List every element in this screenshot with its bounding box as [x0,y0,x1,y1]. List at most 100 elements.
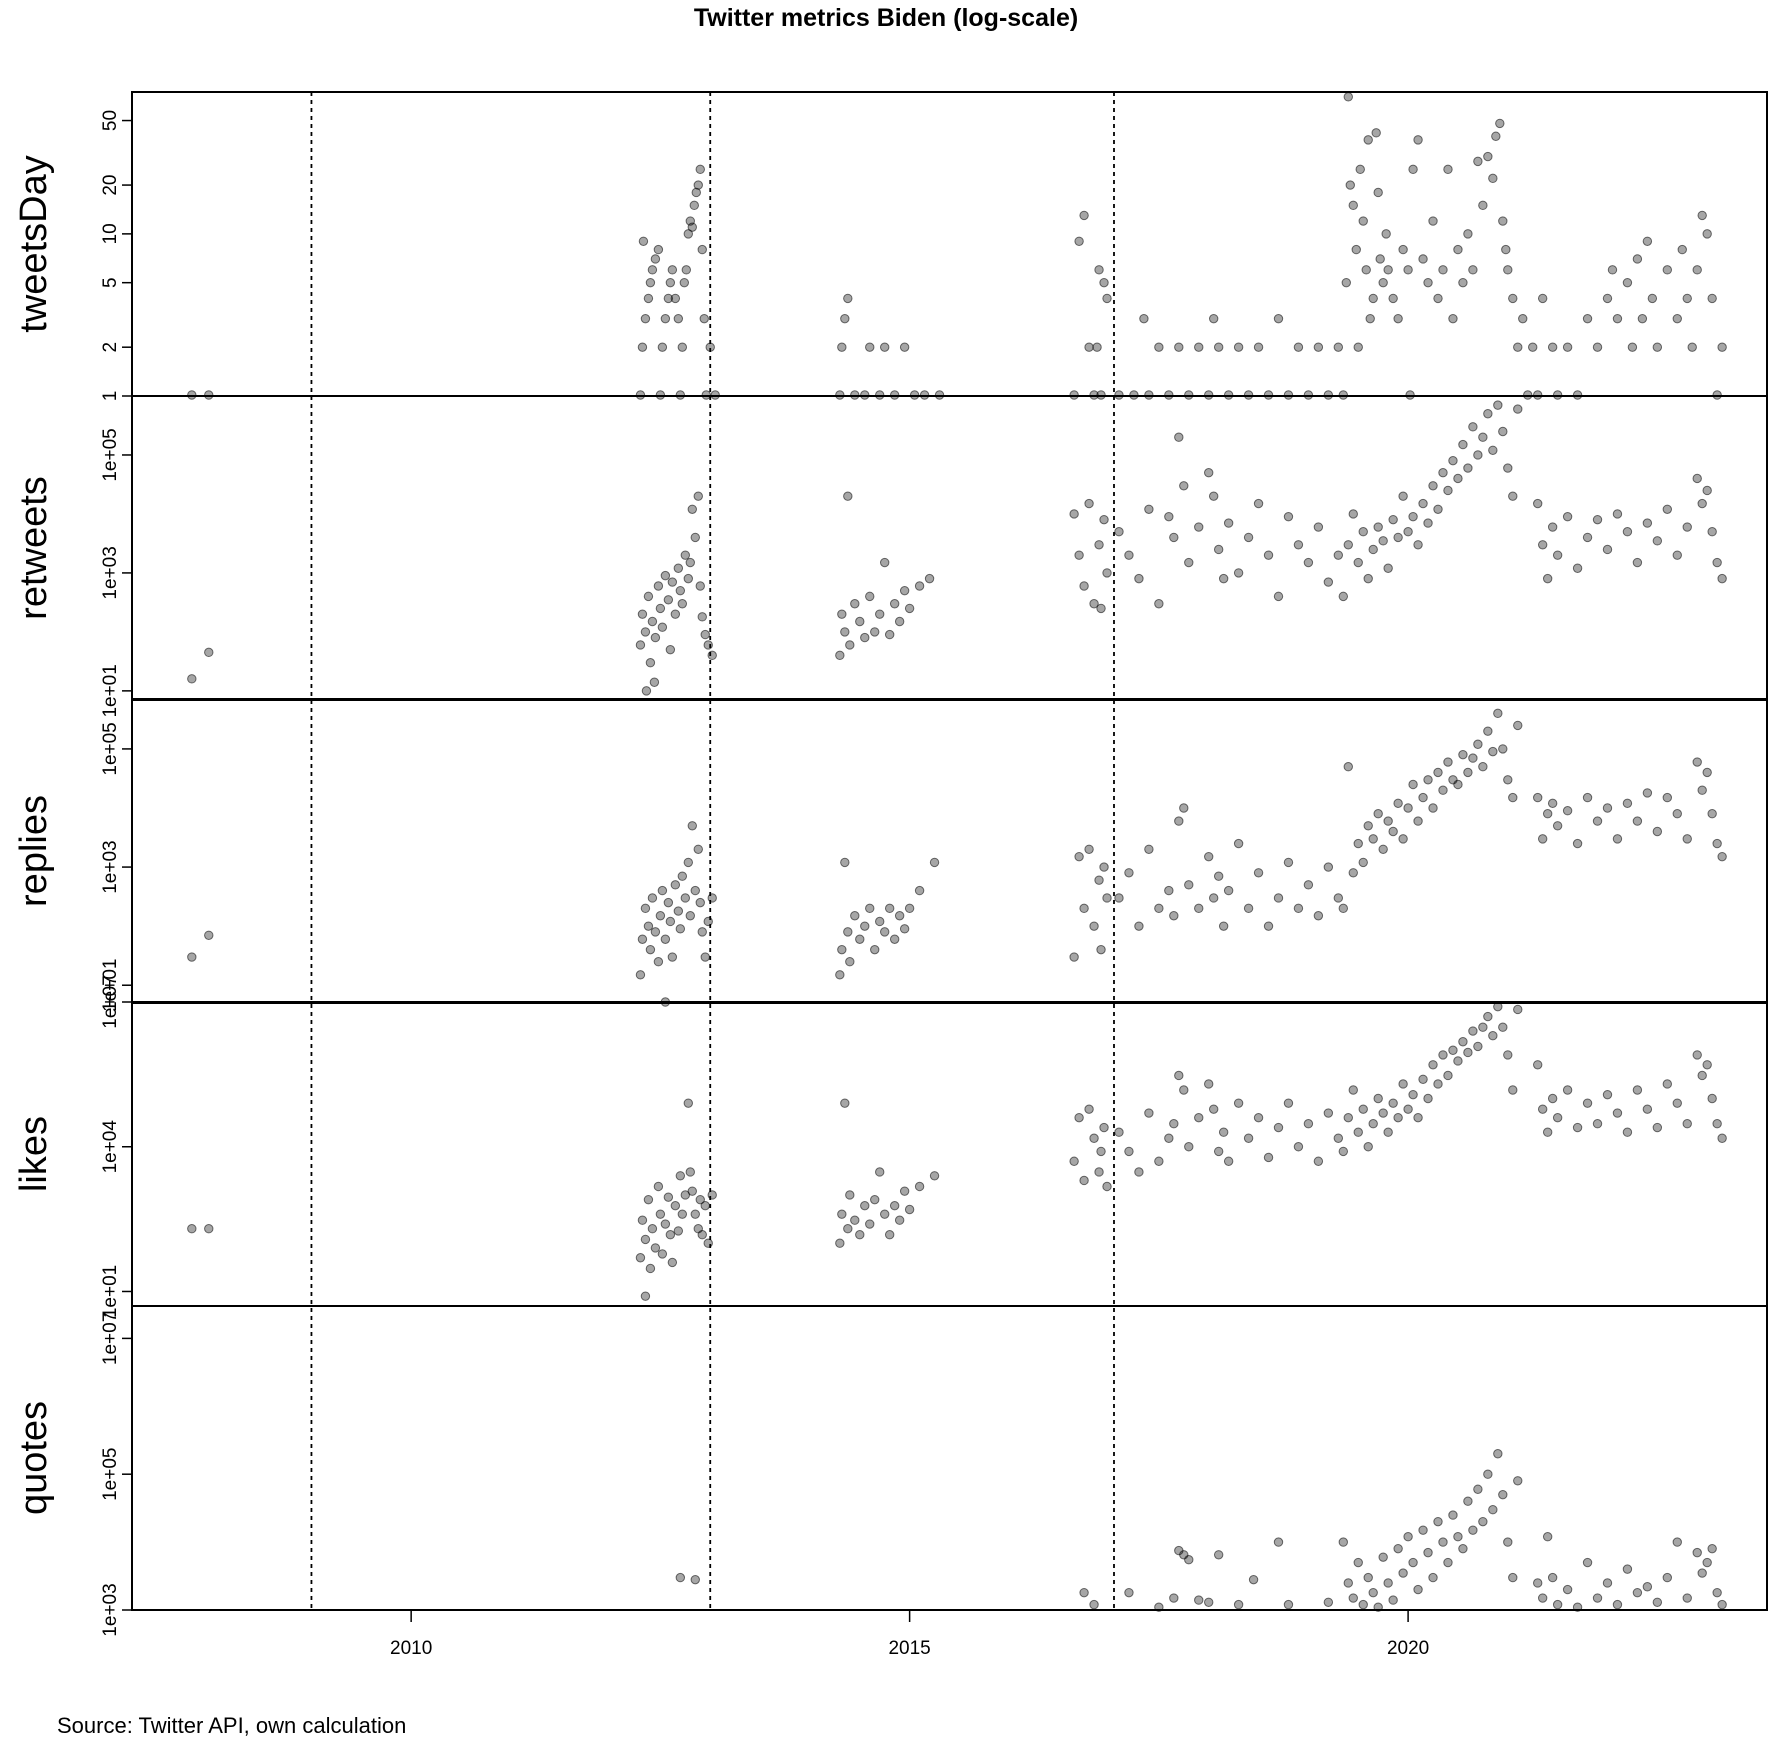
data-point [1293,540,1304,550]
data-point [1692,473,1702,484]
data-point [1393,1543,1403,1554]
data-point [1358,526,1368,537]
x-tick-label: 2010 [390,1638,432,1659]
data-point [1702,1060,1712,1070]
data-point [1458,749,1468,760]
data-point [1642,518,1653,528]
data-point [1453,244,1463,255]
data-point [835,970,845,980]
data-point [1537,293,1548,304]
data-point [879,342,890,352]
data-point [635,970,646,980]
data-point [1622,1564,1633,1574]
data-point [1388,1098,1398,1108]
data-point [707,650,717,661]
data-point [1343,1578,1353,1588]
data-point [1323,1597,1334,1607]
y-tick-label: 1e+05 [100,722,121,775]
data-point [1283,857,1294,868]
data-point [1169,1119,1179,1129]
data-point [1562,511,1573,522]
data-point [675,1171,686,1181]
data-point [1102,1181,1112,1192]
data-point [1592,342,1603,352]
y-tick-label: 1e+07 [100,975,121,1028]
data-point [1632,557,1643,568]
data-point [1408,511,1418,522]
data-point [1089,1599,1099,1610]
points-quotes [675,1449,1727,1612]
data-point [1413,135,1423,145]
data-point [889,934,900,944]
data-point [855,616,865,627]
data-point [1542,809,1553,819]
data-point [1154,903,1164,914]
data-point [1707,1093,1717,1104]
data-point [1345,180,1355,190]
data-point [1393,798,1403,809]
data-point [1353,1557,1363,1568]
data-point [865,1219,875,1229]
data-point [673,313,684,324]
data-point [899,1186,910,1196]
data-point [1233,568,1244,578]
panel-ylabel: likes [13,1116,55,1192]
data-point [637,342,648,352]
data-point [1448,1045,1458,1055]
data-point [1547,1572,1558,1583]
data-point [643,921,654,931]
data-point [1513,1004,1523,1015]
data-point [1647,293,1658,304]
data-point [1179,481,1189,491]
data-point [1448,775,1458,785]
data-point [1358,857,1368,868]
data-point [929,857,940,868]
data-point [1697,1070,1707,1081]
data-point [700,952,710,962]
data-point [1503,265,1513,275]
data-point [1443,757,1453,767]
data-point [1099,514,1109,525]
data-point [1398,1079,1408,1089]
data-point [640,903,651,914]
data-point [1079,210,1089,221]
y-tick-label: 1e+03 [100,840,121,893]
y-tick-label: 1e+04 [100,1120,121,1174]
data-point [1084,1104,1094,1114]
data-point [1144,1108,1154,1118]
data-point [1642,788,1653,798]
data-point [1174,432,1184,442]
data-point [1443,485,1453,496]
data-point [1383,563,1393,573]
data-point [1582,532,1593,543]
data-point [1547,798,1558,809]
data-point [884,1230,895,1240]
data-point [1353,342,1363,352]
data-point [1428,1572,1438,1583]
data-point [1358,1104,1368,1114]
y-tick-label: 1e+01 [100,959,121,1012]
data-point [1139,313,1149,324]
panels-layer: 1 2 5 10 20 50 tweetsDay 1e+01 1e+03 1e+05 retweet… [13,91,1768,1637]
data-point [1672,1098,1682,1108]
data-point [1478,762,1488,772]
data-point [843,293,853,304]
data-point [1363,1572,1373,1583]
data-point [840,313,850,324]
data-point [840,627,850,637]
data-point [1552,1112,1563,1123]
data-point [647,893,658,903]
data-point [1373,1602,1383,1612]
data-point [679,277,690,288]
data-point [1463,767,1473,778]
data-point [1089,1133,1099,1143]
data-point [1213,544,1224,555]
data-point [1194,1112,1204,1123]
data-point [889,1200,900,1211]
y-tick-label: 50 [100,110,121,131]
data-point [1692,757,1702,767]
data-point [865,342,875,352]
data-point [1493,1001,1503,1012]
panel-ylabel: tweetsDay [13,155,55,332]
data-point [697,244,707,255]
